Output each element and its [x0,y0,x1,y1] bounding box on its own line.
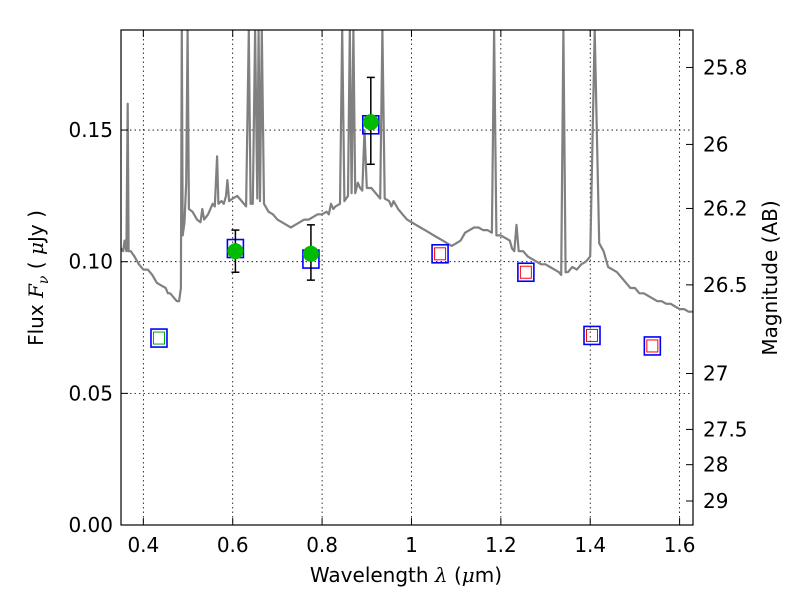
observed-point [302,245,319,262]
y2-tick-label: 29 [703,489,728,513]
model-box [517,262,535,283]
y-tick-label: 0.00 [68,513,113,537]
x-tick-label: 1.4 [574,533,606,557]
model-box [583,325,601,346]
model-box-inner-red [434,247,447,261]
x-tick-label: 1.6 [664,533,696,557]
y2-tick-label: 27 [703,361,728,385]
x-axis-label: Wavelength λ (μm) [310,563,502,587]
observed-point [227,243,244,260]
axes-ticks: 0.4 0.6 0.8 1 1.2 1.4 1.6 0.00 0.05 0.10 0.15 25.8 2… [68,30,748,557]
y2-axis-label: Magnitude (AB) [758,200,782,355]
model-box [150,328,168,348]
y2-tick-label: 27.5 [703,417,748,441]
observed-point [362,114,379,131]
plot-frame [120,29,694,526]
x-tick-label: 1.2 [485,533,517,557]
grid-lines [121,30,693,526]
model-box [431,244,449,264]
y2-tick-label: 25.8 [703,55,748,79]
model-box-inner-red [646,339,659,353]
plot-series [121,30,693,356]
model-box-inner-red [586,328,599,342]
model-box-inner-red [519,265,532,279]
y2-tick-label: 26.5 [703,273,748,297]
plot-background [121,30,693,525]
y-tick-label: 0.10 [68,250,113,274]
y-tick-label: 0.15 [68,118,113,142]
y-tick-label: 0.05 [68,381,113,405]
x-tick-label: 0.4 [127,533,159,557]
x-tick-label: 1 [405,533,418,557]
sed-model-curve [121,30,693,313]
y-axis-label: Flux Fν ( μJy ) [24,210,52,346]
y2-tick-label: 26.2 [703,196,748,220]
y2-tick-label: 28 [703,453,728,477]
model-box-inner-green [152,331,165,345]
y2-tick-label: 26 [703,132,728,156]
model-box [643,336,662,356]
x-tick-label: 0.6 [217,533,249,557]
x-tick-label: 0.8 [306,533,338,557]
